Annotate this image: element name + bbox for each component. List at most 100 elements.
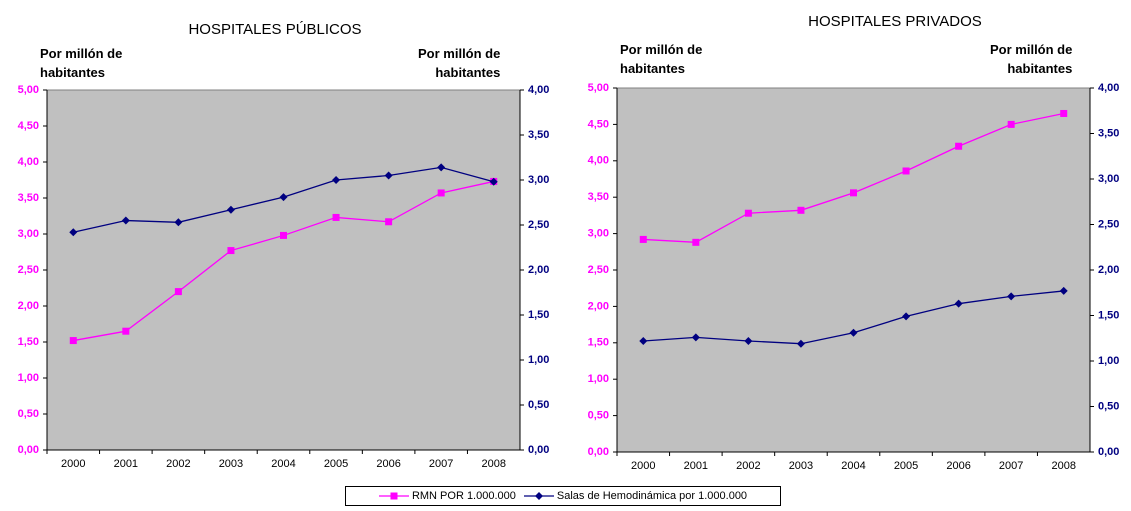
marker [489,177,498,186]
x-tick-label: 2007 [429,458,453,470]
y2-tick-label: 3,50 [528,129,549,141]
plot-area [46,89,521,451]
legend-swatch [523,492,554,500]
y-tick-label: 4,50 [588,118,609,130]
y-tick-label: 3,00 [18,228,39,240]
x-tick-label: 2000 [61,458,85,470]
marker [849,328,858,337]
marker [279,193,288,202]
marker [1007,292,1016,301]
marker [227,247,235,255]
legend-swatch [378,492,409,500]
x-tick-label: 2004 [841,460,865,472]
y2-tick-label: 2,00 [528,264,549,276]
y2-tick-label: 2,00 [1098,264,1119,276]
legend-entry: RMN POR 1.000.000 [378,490,516,502]
marker [437,163,446,172]
legend-label: Salas de Hemodinámica por 1.000.000 [556,490,748,502]
marker [385,218,393,226]
y2-tick-label: 1,50 [1098,309,1119,321]
y-tick-label: 3,00 [588,228,609,240]
x-tick-label: 2000 [631,460,655,472]
y2-tick-label: 1,00 [1098,355,1119,367]
marker [639,235,647,243]
y-tick-label: 2,50 [588,264,609,276]
y-tick-label: 4,00 [588,155,609,167]
y2-tick-label: 1,50 [528,309,549,321]
marker [69,337,77,345]
x-tick-label: 2003 [219,458,243,470]
marker [691,333,700,342]
y2-tick-label: 3,00 [1098,173,1119,185]
marker [902,312,911,321]
y2-tick-label: 3,50 [1098,127,1119,139]
y-tick-label: 0,50 [588,410,609,422]
y2-tick-label: 4,00 [1098,82,1119,94]
marker [1059,286,1068,295]
marker [332,213,340,221]
y2-tick-label: 1,00 [528,354,549,366]
y-tick-label: 0,50 [18,408,39,420]
plot-area [616,87,1091,453]
y2-tick-label: 4,00 [528,84,549,96]
y2-tick-label: 0,50 [1098,400,1119,412]
y-tick-label: 2,00 [18,300,39,312]
chart-title: HOSPITALES PRIVADOS [808,13,982,30]
marker [332,176,341,184]
x-tick-label: 2005 [324,458,348,470]
y2-axis-label: Por millón de habitantes [990,42,1073,76]
y2-tick-label: 2,50 [1098,218,1119,230]
x-tick-label: 2004 [271,458,295,470]
y-tick-label: 1,50 [588,337,609,349]
marker [1060,109,1068,117]
x-tick-label: 2001 [684,460,708,472]
y2-axis-label: Por millón de habitantes [418,46,501,80]
y-axis-label: Por millón de habitantes [620,42,703,76]
marker [390,492,398,500]
chart-title: HOSPITALES PÚBLICOS [188,21,361,38]
y-tick-label: 1,00 [18,372,39,384]
marker [955,142,963,150]
y-axis-label: Por millón de habitantes [40,46,123,80]
y-tick-label: 1,50 [18,336,39,348]
marker [280,231,287,239]
legend-entry: Salas de Hemodinámica por 1.000.000 [523,490,748,502]
x-tick-label: 2003 [789,460,813,472]
y2-tick-label: 0,00 [528,444,549,456]
y-tick-label: 5,00 [588,82,609,94]
y-tick-label: 4,00 [18,156,39,168]
marker [534,492,543,500]
legend: RMN POR 1.000.000 Salas de Hemodinámica p… [345,486,781,506]
y2-tick-label: 0,00 [1098,446,1119,458]
marker [744,336,753,345]
marker [954,299,963,308]
y-tick-label: 0,00 [588,446,609,458]
marker [69,228,78,237]
y2-tick-label: 3,00 [528,174,549,186]
marker [1007,120,1015,128]
y-tick-label: 4,50 [18,120,39,132]
marker [744,209,752,217]
y2-tick-label: 0,50 [528,399,549,411]
marker [174,288,182,296]
y2-tick-label: 2,50 [528,219,549,231]
y-tick-label: 3,50 [588,191,609,203]
x-tick-label: 2001 [114,458,138,470]
marker [902,167,910,175]
y-tick-label: 3,50 [18,192,39,204]
marker [384,171,393,180]
x-tick-label: 2002 [166,458,190,470]
marker [850,189,857,197]
x-tick-label: 2008 [1051,460,1075,472]
marker [796,339,805,348]
y-tick-label: 2,00 [588,300,609,312]
marker [639,336,648,345]
x-tick-label: 2002 [736,460,760,472]
marker [121,216,130,225]
y-tick-label: 2,50 [18,264,39,276]
x-tick-label: 2006 [946,460,970,472]
y-tick-label: 0,00 [18,444,39,456]
x-tick-label: 2005 [894,460,918,472]
marker [226,205,235,214]
